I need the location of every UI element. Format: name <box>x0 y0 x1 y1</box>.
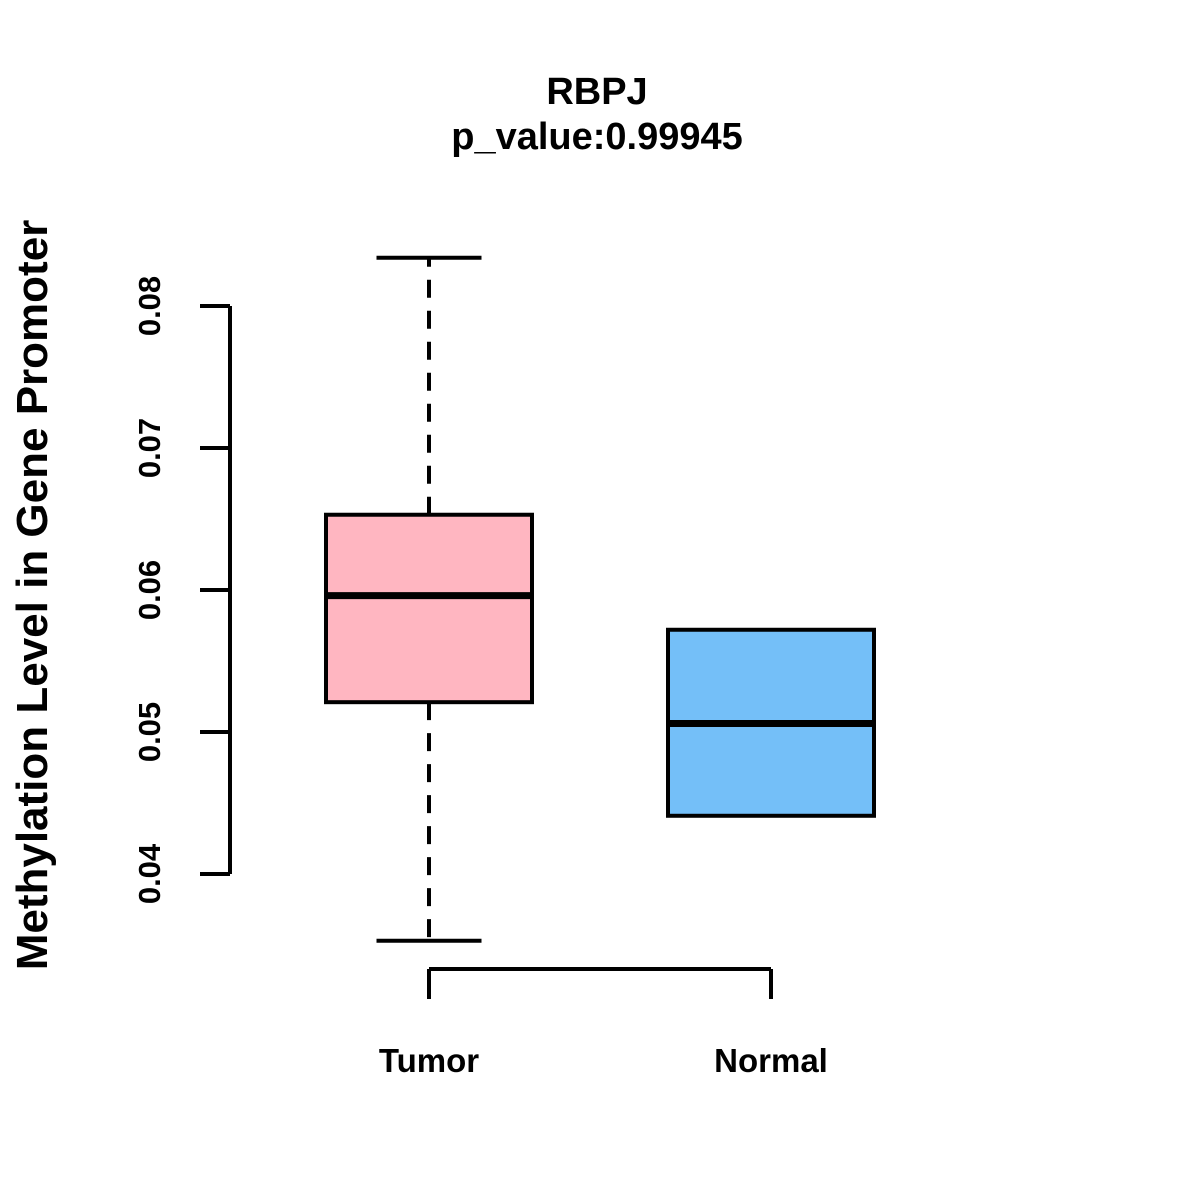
chart-title: RBPJ <box>546 71 648 113</box>
chart-subtitle: p_value:0.99945 <box>451 116 743 158</box>
y-tick-label: 0.06 <box>132 559 167 621</box>
y-tick-label: 0.07 <box>132 417 167 479</box>
y-tick-label: 0.05 <box>132 701 167 763</box>
y-axis-label: Methylation Level in Gene Promoter <box>8 219 57 971</box>
category-label-normal: Normal <box>714 1042 828 1079</box>
tumor-box <box>324 512 534 705</box>
y-tick-label: 0.04 <box>132 843 167 905</box>
category-label-tumor: Tumor <box>378 1042 480 1079</box>
y-tick-label: 0.08 <box>132 275 167 337</box>
